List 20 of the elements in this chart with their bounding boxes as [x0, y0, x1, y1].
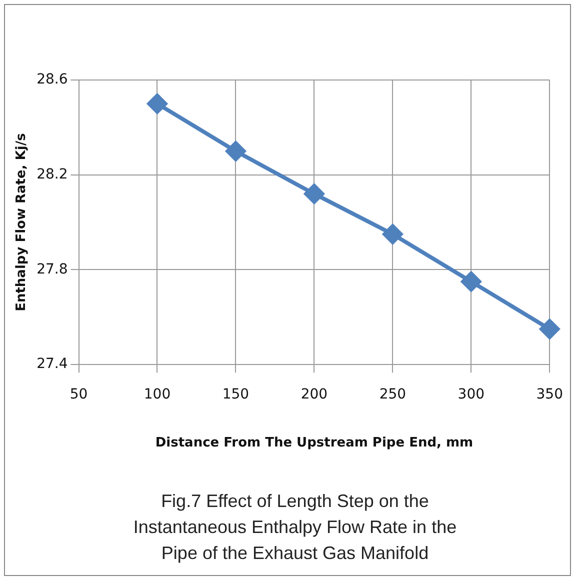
x-tick-label: 100 [144, 386, 171, 403]
point [382, 224, 403, 244]
y-axis-title: Enthalpy Flow Rate, Kj/s [14, 132, 30, 312]
y-tick-label: 27.8 [36, 261, 68, 278]
x-tick-label: 150 [222, 386, 250, 403]
point [461, 272, 482, 292]
x-tick-label: 250 [379, 386, 406, 403]
caption: Fig.7 Effect of Length Step on the Instantaneous Enthalpy Flow Rate in the Pipe of the Exhaust Gas Manifold [132, 490, 458, 565]
x-axis-title: Distance From The Upstream Pipe End, mm [155, 436, 474, 451]
y-tick-label: 28.2 [36, 166, 68, 183]
x-tick-label: 350 [536, 386, 564, 403]
x-tick-label: 300 [458, 386, 485, 403]
y-tick-label: 27.4 [36, 356, 68, 372]
y-tick-label: 28.6 [36, 72, 68, 88]
point [226, 141, 246, 162]
x-tick-label: 50 [70, 386, 88, 403]
point [304, 184, 324, 204]
point [147, 94, 168, 114]
point [540, 319, 560, 340]
x-tick-label: 200 [300, 386, 328, 403]
